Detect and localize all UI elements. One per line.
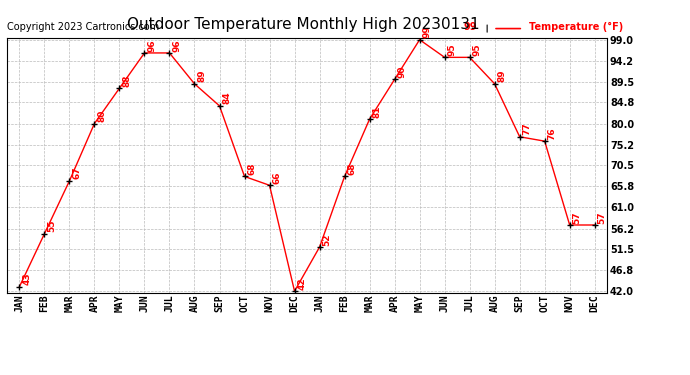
Text: 43: 43: [22, 273, 31, 285]
Text: 57: 57: [598, 211, 607, 223]
Text: 68: 68: [247, 163, 256, 175]
Text: 81: 81: [373, 105, 382, 118]
Text: 67: 67: [72, 167, 81, 180]
Text: 52: 52: [322, 233, 331, 246]
Text: 68: 68: [347, 163, 356, 175]
Text: 57: 57: [573, 211, 582, 223]
Text: 96: 96: [172, 39, 181, 51]
Text: Copyright 2023 Cartronics.com: Copyright 2023 Cartronics.com: [7, 22, 159, 32]
Text: 84: 84: [222, 92, 231, 105]
Text: Outdoor Temperature Monthly High 20230131: Outdoor Temperature Monthly High 2023013…: [127, 17, 480, 32]
Text: 99: 99: [422, 26, 431, 38]
Text: 76: 76: [547, 127, 556, 140]
Text: 80: 80: [97, 110, 106, 122]
Text: 96: 96: [147, 39, 156, 51]
Text: 95: 95: [473, 44, 482, 56]
Text: 89: 89: [497, 70, 506, 82]
Text: 90: 90: [397, 66, 406, 78]
Text: 55: 55: [47, 220, 56, 232]
Text: 99: 99: [463, 22, 477, 32]
Text: 42: 42: [297, 277, 306, 290]
Text: 89: 89: [197, 70, 206, 82]
Text: Temperature (°F): Temperature (°F): [529, 22, 623, 32]
Text: 77: 77: [522, 123, 531, 135]
Text: 88: 88: [122, 74, 131, 87]
Text: 95: 95: [447, 44, 456, 56]
Text: 66: 66: [273, 171, 282, 184]
